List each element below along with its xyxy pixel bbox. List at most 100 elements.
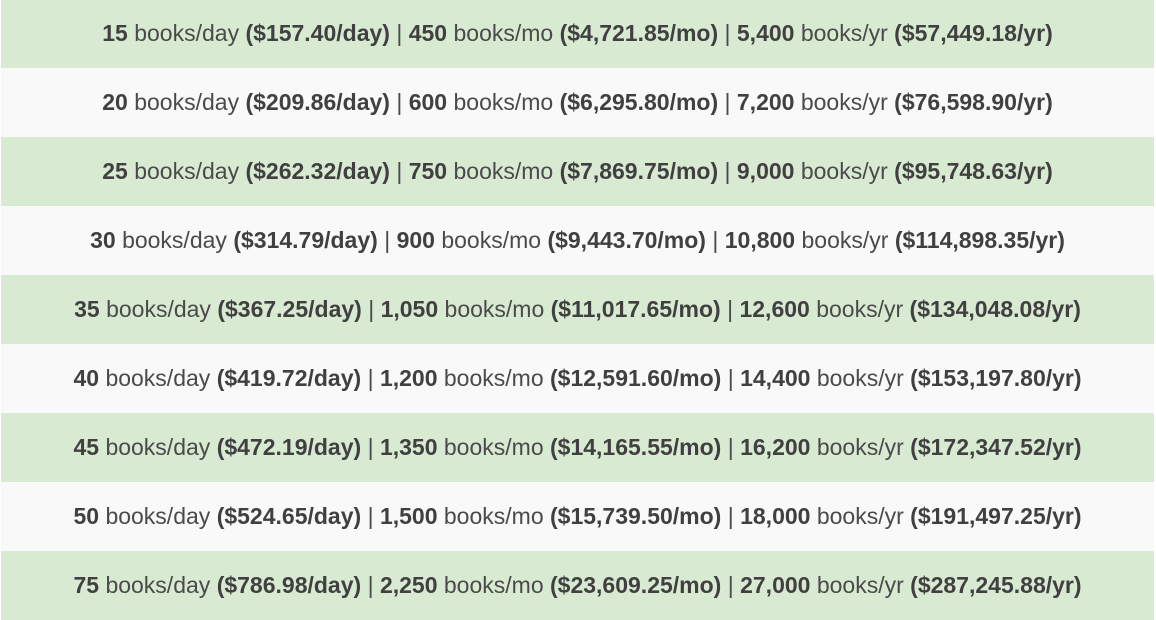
day-price: ($262.32/day) xyxy=(245,158,390,184)
day-unit: books/day xyxy=(106,296,211,322)
day-price: ($524.65/day) xyxy=(216,503,362,529)
year-count: 14,400 xyxy=(740,365,811,391)
table-row: 20 books/day ($209.86/day) | 600 books/m… xyxy=(1,68,1154,137)
separator: | xyxy=(727,296,734,322)
day-price: ($209.86/day) xyxy=(245,89,390,115)
month-price: ($7,869.75/mo) xyxy=(559,158,719,184)
separator: | xyxy=(367,434,374,460)
month-price: ($4,721.85/mo) xyxy=(559,20,719,46)
year-unit: books/yr xyxy=(800,89,888,115)
day-count: 15 xyxy=(102,20,128,46)
table-row: 40 books/day ($419.72/day) | 1,200 books… xyxy=(1,344,1154,413)
year-count: 27,000 xyxy=(740,572,811,598)
day-price: ($157.40/day) xyxy=(245,20,390,46)
year-price: ($172,347.52/yr) xyxy=(910,434,1082,460)
day-count: 30 xyxy=(90,227,116,253)
day-unit: books/day xyxy=(105,572,211,598)
day-count: 50 xyxy=(73,503,100,529)
day-price: ($472.19/day) xyxy=(216,434,362,460)
month-unit: books/mo xyxy=(453,158,554,184)
separator: | xyxy=(724,158,731,184)
separator: | xyxy=(724,89,731,115)
year-count: 18,000 xyxy=(740,503,811,529)
month-count: 450 xyxy=(408,20,448,46)
day-unit: books/day xyxy=(105,503,211,529)
day-count: 25 xyxy=(102,158,128,184)
month-price: ($11,017.65/mo) xyxy=(550,296,721,322)
month-price: ($9,443.70/mo) xyxy=(547,227,706,253)
table-row: 15 books/day ($157.40/day) | 450 books/m… xyxy=(1,0,1154,68)
day-count: 40 xyxy=(73,365,100,391)
month-unit: books/mo xyxy=(443,503,544,529)
month-unit: books/mo xyxy=(453,89,554,115)
month-unit: books/mo xyxy=(443,365,544,391)
separator: | xyxy=(367,503,374,529)
year-price: ($114,898.35/yr) xyxy=(894,227,1065,253)
day-price: ($419.72/day) xyxy=(216,365,362,391)
month-unit: books/mo xyxy=(443,434,544,460)
table-row: 75 books/day ($786.98/day) | 2,250 books… xyxy=(1,551,1154,620)
month-count: 1,050 xyxy=(380,296,439,322)
table-row: 25 books/day ($262.32/day) | 750 books/m… xyxy=(1,137,1154,206)
year-price: ($134,048.08/yr) xyxy=(909,296,1081,322)
separator: | xyxy=(396,158,403,184)
year-count: 5,400 xyxy=(736,20,795,46)
month-count: 600 xyxy=(408,89,448,115)
year-unit: books/yr xyxy=(800,158,888,184)
year-unit: books/yr xyxy=(816,296,904,322)
table-row: 45 books/day ($472.19/day) | 1,350 books… xyxy=(1,413,1154,482)
year-price: ($57,449.18/yr) xyxy=(894,20,1053,46)
day-unit: books/day xyxy=(134,158,240,184)
day-price: ($367.25/day) xyxy=(217,296,362,322)
month-unit: books/mo xyxy=(441,227,542,253)
year-unit: books/yr xyxy=(816,503,904,529)
year-count: 9,000 xyxy=(736,158,795,184)
separator: | xyxy=(712,227,719,253)
year-count: 12,600 xyxy=(739,296,810,322)
separator: | xyxy=(727,434,734,460)
year-count: 10,800 xyxy=(724,227,796,253)
separator: | xyxy=(367,365,374,391)
separator: | xyxy=(396,89,403,115)
table-row: 30 books/day ($314.79/day) | 900 books/m… xyxy=(1,206,1154,275)
year-unit: books/yr xyxy=(816,434,904,460)
month-count: 750 xyxy=(408,158,448,184)
month-price: ($12,591.60/mo) xyxy=(550,365,722,391)
separator: | xyxy=(727,503,734,529)
table-row: 35 books/day ($367.25/day) | 1,050 books… xyxy=(1,275,1154,344)
separator: | xyxy=(724,20,731,46)
month-count: 1,350 xyxy=(379,434,438,460)
separator: | xyxy=(396,20,403,46)
month-price: ($6,295.80/mo) xyxy=(559,89,719,115)
day-count: 45 xyxy=(73,434,100,460)
day-price: ($314.79/day) xyxy=(233,227,378,253)
month-count: 2,250 xyxy=(379,572,438,598)
day-price: ($786.98/day) xyxy=(216,572,362,598)
day-count: 75 xyxy=(73,572,100,598)
day-unit: books/day xyxy=(134,89,240,115)
month-count: 900 xyxy=(396,227,435,253)
month-count: 1,200 xyxy=(379,365,438,391)
day-unit: books/day xyxy=(105,434,211,460)
year-count: 7,200 xyxy=(736,89,795,115)
year-price: ($95,748.63/yr) xyxy=(894,158,1053,184)
year-unit: books/yr xyxy=(801,227,889,253)
year-price: ($287,245.88/yr) xyxy=(910,572,1082,598)
month-unit: books/mo xyxy=(443,572,544,598)
month-price: ($14,165.55/mo) xyxy=(550,434,722,460)
month-count: 1,500 xyxy=(379,503,438,529)
month-unit: books/mo xyxy=(444,296,545,322)
table-row: 50 books/day ($524.65/day) | 1,500 books… xyxy=(1,482,1154,551)
month-price: ($15,739.50/mo) xyxy=(550,503,722,529)
separator: | xyxy=(727,572,734,598)
day-unit: books/day xyxy=(105,365,211,391)
day-count: 20 xyxy=(102,89,128,115)
year-unit: books/yr xyxy=(816,365,904,391)
year-price: ($191,497.25/yr) xyxy=(910,503,1082,529)
separator: | xyxy=(368,296,375,322)
separator: | xyxy=(727,365,734,391)
separator: | xyxy=(384,227,391,253)
year-count: 16,200 xyxy=(740,434,811,460)
separator: | xyxy=(367,572,374,598)
